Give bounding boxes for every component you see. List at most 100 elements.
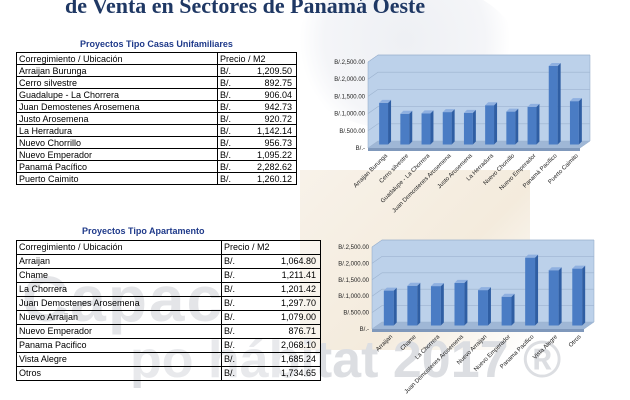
table-row: Nuevo Chorrillo B/. 956.73 bbox=[16, 136, 297, 149]
table-row: Panamá Pacífico B/. 2,282.62 bbox=[16, 160, 297, 173]
row-currency: B/. bbox=[221, 310, 266, 325]
row-location: Nuevo Emperador bbox=[16, 148, 218, 161]
row-price: 906.04 bbox=[250, 88, 297, 101]
row-currency: B/. bbox=[217, 64, 250, 77]
row-price: 1,095.22 bbox=[250, 148, 297, 161]
bar-side bbox=[515, 108, 519, 145]
table-row: Nuevo Emperador B/. 876.71 bbox=[16, 324, 321, 339]
row-price: 1,201.42 bbox=[266, 282, 321, 297]
bar-top bbox=[525, 254, 539, 258]
row-price: 1,211.41 bbox=[266, 268, 321, 283]
row-currency: B/. bbox=[221, 254, 266, 269]
row-currency: B/. bbox=[221, 282, 266, 297]
row-location: Panamá Pacífico bbox=[16, 160, 218, 173]
gridline bbox=[367, 140, 590, 149]
gridline bbox=[371, 288, 594, 297]
gridline bbox=[371, 305, 594, 313]
row-currency: B/. bbox=[221, 352, 266, 367]
section2-title: Proyectos Tipo Apartamento bbox=[82, 226, 205, 236]
row-price: 1,734.65 bbox=[266, 366, 321, 381]
bar-top bbox=[400, 110, 413, 114]
row-location: La Chorrera bbox=[16, 282, 222, 297]
row-currency: B/. bbox=[217, 136, 250, 149]
y-tick-label: B/.2,500.00 bbox=[334, 60, 365, 66]
row-currency: B/. bbox=[217, 76, 250, 89]
table-row: Vista Alegre B/. 1,685.24 bbox=[16, 352, 321, 367]
row-currency: B/. bbox=[217, 100, 250, 113]
bar bbox=[548, 267, 562, 326]
table-row: Cerro silvestre B/. 892.75 bbox=[16, 76, 297, 89]
gridline bbox=[367, 89, 590, 97]
bar-side bbox=[494, 102, 498, 145]
table-row: Otros B/. 1,734.65 bbox=[16, 366, 321, 381]
bar-top bbox=[463, 109, 476, 113]
gridline bbox=[371, 272, 594, 281]
y-tick-label: B/.1,500.00 bbox=[334, 94, 365, 100]
row-location: Justo Arosemena bbox=[16, 112, 218, 125]
bar-side bbox=[558, 267, 562, 326]
row-location: Arraijan Burunga bbox=[16, 64, 218, 77]
gridline bbox=[371, 239, 594, 248]
bar-front bbox=[506, 111, 516, 145]
page-title: de Venta en Sectores de Panamá Oeste bbox=[65, 0, 426, 18]
bar-side bbox=[451, 109, 455, 145]
table-row: Guadalupe - La Chorrera B/. 906.04 bbox=[16, 88, 297, 101]
table-row: Puerto Caimito B/. 1,260.12 bbox=[16, 172, 297, 185]
bar bbox=[572, 265, 586, 326]
plot-floor-edge bbox=[372, 329, 584, 332]
table-row: Juan Demostenes Arosemena B/. 942.73 bbox=[16, 100, 297, 113]
row-currency: B/. bbox=[217, 148, 250, 161]
plot-floor-edge bbox=[368, 148, 580, 151]
row-price: 942.73 bbox=[250, 100, 297, 113]
bar-front bbox=[442, 112, 452, 145]
bar-front bbox=[463, 112, 473, 145]
row-price: 2,068.10 bbox=[266, 338, 321, 353]
bar-front bbox=[454, 282, 465, 326]
row-location: Vista Alegre bbox=[16, 352, 222, 367]
row-price: 1,142.14 bbox=[250, 124, 297, 137]
bar-top bbox=[485, 102, 498, 106]
bar-top bbox=[379, 99, 392, 103]
y-tick-label: B/.2,000.00 bbox=[334, 77, 365, 83]
table-row: La Herradura B/. 1,142.14 bbox=[16, 124, 297, 137]
row-currency: B/. bbox=[217, 112, 250, 125]
bar bbox=[478, 287, 491, 326]
bar-top bbox=[407, 282, 421, 286]
bar-side bbox=[409, 110, 413, 145]
row-currency: B/. bbox=[217, 160, 250, 173]
bar-front bbox=[478, 290, 488, 326]
bar-side bbox=[578, 98, 582, 145]
table-row: Arraijan Burunga B/. 1,209.50 bbox=[16, 64, 297, 77]
row-currency: B/. bbox=[221, 296, 266, 311]
bar-top bbox=[569, 98, 582, 102]
row-currency: B/. bbox=[217, 124, 250, 137]
y-tick-label: B/.1,000.00 bbox=[334, 112, 365, 118]
table-row: Justo Arosemena B/. 920.72 bbox=[16, 112, 297, 125]
gridline bbox=[367, 106, 590, 114]
row-price: 1,064.80 bbox=[266, 254, 321, 269]
bar-front bbox=[421, 113, 431, 145]
x-tick-label: Vista Alegre bbox=[532, 334, 559, 361]
bar-side bbox=[430, 110, 434, 145]
bar-front bbox=[379, 102, 389, 145]
row-location: Nuevo Emperador bbox=[16, 324, 222, 339]
bar-side bbox=[440, 283, 444, 326]
row-location: Otros bbox=[16, 366, 222, 381]
bar bbox=[421, 110, 434, 145]
table-row: Panama Pacifico B/. 2,068.10 bbox=[16, 338, 321, 353]
x-tick-label: Arraijan Burunga bbox=[353, 153, 390, 190]
bar-top bbox=[442, 109, 455, 113]
bar-front bbox=[548, 65, 558, 145]
table-row: Nuevo Emperador B/. 1,095.22 bbox=[16, 148, 297, 161]
row-currency: B/. bbox=[221, 366, 266, 381]
table-row: Juan Demostenes Arosemena B/. 1,297.70 bbox=[16, 296, 321, 311]
row-price: 1,685.24 bbox=[266, 352, 321, 367]
bar-front bbox=[572, 268, 583, 326]
x-tick-label: Nuevo Emperador bbox=[499, 153, 538, 192]
row-price: 956.73 bbox=[250, 136, 297, 149]
bar bbox=[569, 98, 582, 145]
row-location: Nuevo Chorrillo bbox=[16, 136, 218, 149]
bar bbox=[400, 110, 413, 145]
y-tick-label: B/.1,000.00 bbox=[338, 294, 369, 300]
x-tick-label: Chame bbox=[400, 334, 418, 352]
